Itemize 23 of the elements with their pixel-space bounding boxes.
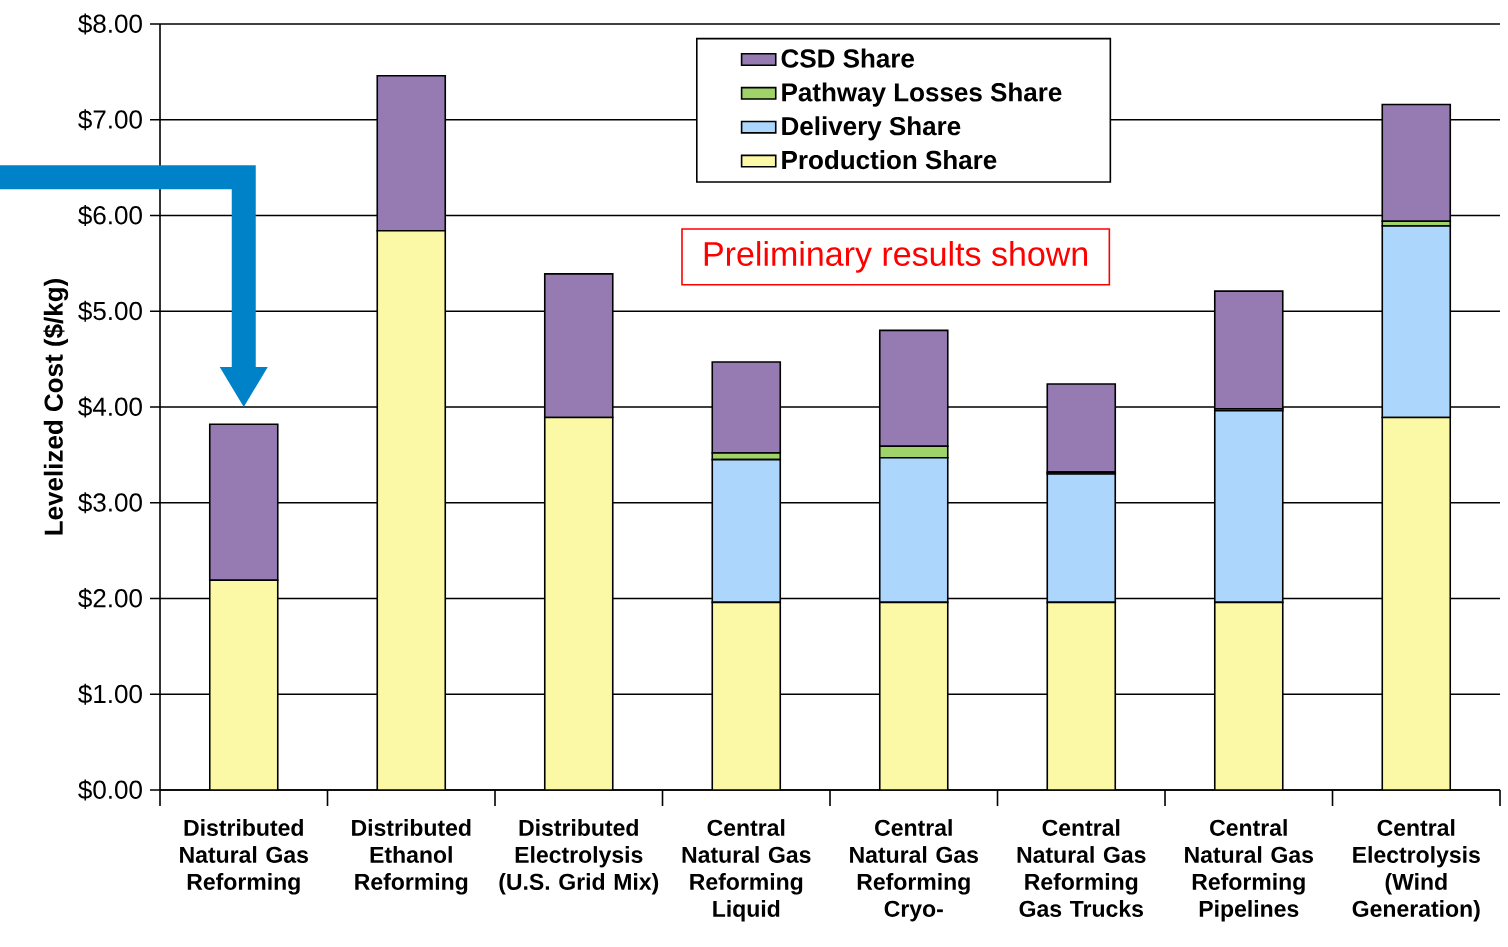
- y-tick-label: $4.00: [78, 396, 142, 418]
- legend-label: Pathway Losses Share: [782, 82, 1062, 107]
- y-tick-label: $2.00: [78, 587, 142, 610]
- y-tick-label: $6.00: [78, 204, 142, 227]
- y-tick-label: $7.00: [78, 109, 142, 131]
- x-tick-label: Distributed Electrolysis (U.S. Grid Mix): [499, 819, 659, 895]
- legend-label: Delivery Share: [782, 116, 961, 141]
- y-tick-label: $0.00: [78, 779, 142, 801]
- x-tick-label: Distributed Natural Gas Reforming: [180, 819, 308, 895]
- annotation: Preliminary results shown: [704, 241, 1088, 273]
- y-tick-label: $8.00: [78, 13, 142, 35]
- y-axis-title: Levelized Cost ($/kg): [43, 279, 69, 535]
- x-tick-label: Distributed Ethanol Reforming: [352, 819, 471, 895]
- legend-label: Production Share: [782, 150, 997, 170]
- x-tick-label: Central Natural Gas Reforming Gas Trucks: [1017, 819, 1146, 917]
- y-tick-label: $3.00: [78, 492, 142, 514]
- y-tick-label: $1.00: [78, 683, 142, 705]
- x-tick-label: Central Electrolysis (Wind Generation): [1352, 819, 1480, 922]
- x-tick-label: Central Natural Gas Reforming Liquid: [682, 819, 811, 922]
- y-tick-label: $5.00: [78, 300, 142, 322]
- legend-label: CSD Share: [781, 48, 915, 68]
- x-tick-label: Central Natural Gas Reforming Cryo-: [850, 819, 978, 922]
- x-tick-label: Central Natural Gas Reforming Pipelines: [1185, 819, 1313, 922]
